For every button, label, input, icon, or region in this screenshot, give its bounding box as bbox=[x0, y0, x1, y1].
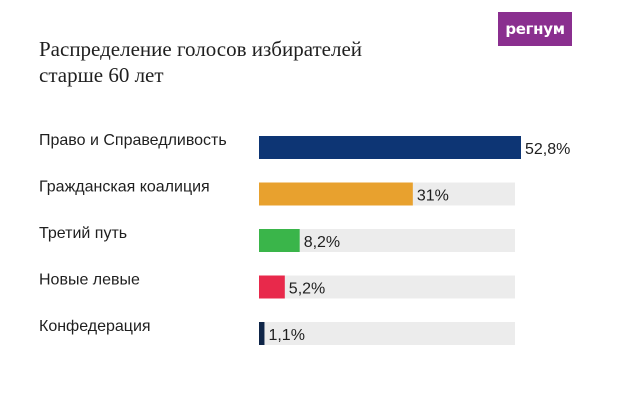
bar-track bbox=[259, 322, 515, 345]
value-label: 52,8% bbox=[525, 141, 570, 158]
category-label: Новые левые bbox=[39, 272, 140, 289]
bar bbox=[259, 136, 521, 159]
bar-track bbox=[259, 275, 515, 299]
value-label: 31% bbox=[417, 188, 449, 205]
bar bbox=[259, 229, 300, 252]
bar bbox=[259, 182, 413, 206]
category-label: Конфедерация bbox=[39, 318, 151, 335]
value-label: 1,1% bbox=[268, 327, 304, 344]
chart-title: Распределение голосов избирателей старше… bbox=[39, 37, 363, 87]
value-label: 8,2% bbox=[304, 234, 340, 251]
value-label: 5,2% bbox=[289, 281, 325, 298]
bar bbox=[259, 275, 285, 299]
category-label: Гражданская коалиция bbox=[39, 179, 210, 196]
bar-track bbox=[259, 229, 515, 252]
regnum-logo: регнум bbox=[498, 12, 572, 46]
bar bbox=[259, 322, 265, 345]
category-label: Право и Справедливость bbox=[39, 132, 227, 149]
category-label: Третий путь bbox=[39, 225, 127, 242]
